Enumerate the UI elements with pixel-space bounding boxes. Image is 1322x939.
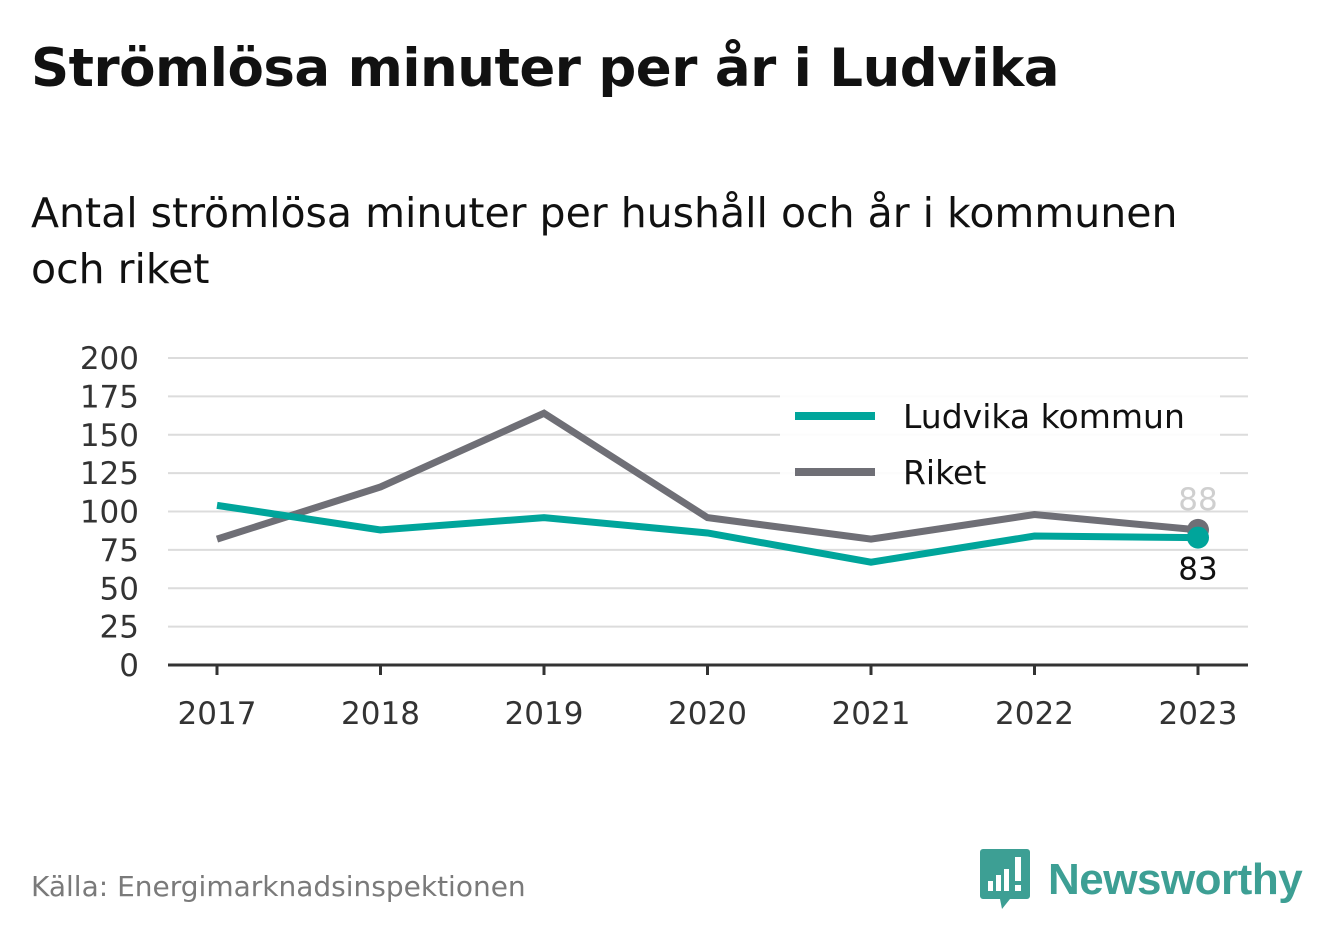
source-note: Källa: Energimarknadsinspektionen (31, 870, 526, 903)
series-line-ludvika (216, 501, 1199, 566)
x-tick-label: 2017 (178, 696, 257, 732)
y-tick-label: 150 (80, 418, 139, 454)
end-labels: 88 83 (1178, 482, 1217, 588)
x-tick-label: 2018 (341, 696, 420, 732)
y-tick-label: 75 (100, 533, 139, 569)
brand-logo[interactable]: Newsworthy (980, 848, 1303, 912)
series-line-riket (215, 409, 1199, 543)
newsworthy-logo-icon (980, 849, 1030, 909)
chart-subtitle: Antal strömlösa minuter per hushåll och … (31, 189, 1178, 293)
brand-name: Newsworthy (1048, 855, 1303, 904)
chart-title: Strömlösa minuter per år i Ludvika (31, 38, 1059, 99)
end-label-ludvika: 83 (1178, 552, 1217, 588)
series-lines (215, 409, 1209, 566)
x-tick-label: 2022 (995, 696, 1074, 732)
x-axis: 2017 2018 2019 2020 2021 2022 2023 (168, 663, 1248, 732)
end-point (1187, 526, 1209, 549)
legend-label: Riket (903, 453, 986, 492)
x-tick-label: 2021 (832, 696, 911, 732)
x-tick-label: 2023 (1159, 696, 1238, 732)
legend: Ludvika kommun Riket (780, 384, 1220, 502)
end-label-riket: 88 (1178, 482, 1217, 518)
y-tick-label: 50 (100, 571, 139, 607)
y-tick-label: 0 (119, 648, 139, 684)
y-tick-label: 100 (80, 495, 139, 531)
y-tick-label: 175 (80, 379, 139, 415)
x-tick-label: 2019 (505, 696, 584, 732)
legend-label: Ludvika kommun (903, 397, 1185, 436)
y-tick-label: 125 (80, 456, 139, 492)
x-tick-label: 2020 (668, 696, 747, 732)
legend-background (780, 384, 1220, 502)
y-tick-label: 25 (100, 610, 139, 646)
y-tick-label: 200 (80, 341, 139, 377)
